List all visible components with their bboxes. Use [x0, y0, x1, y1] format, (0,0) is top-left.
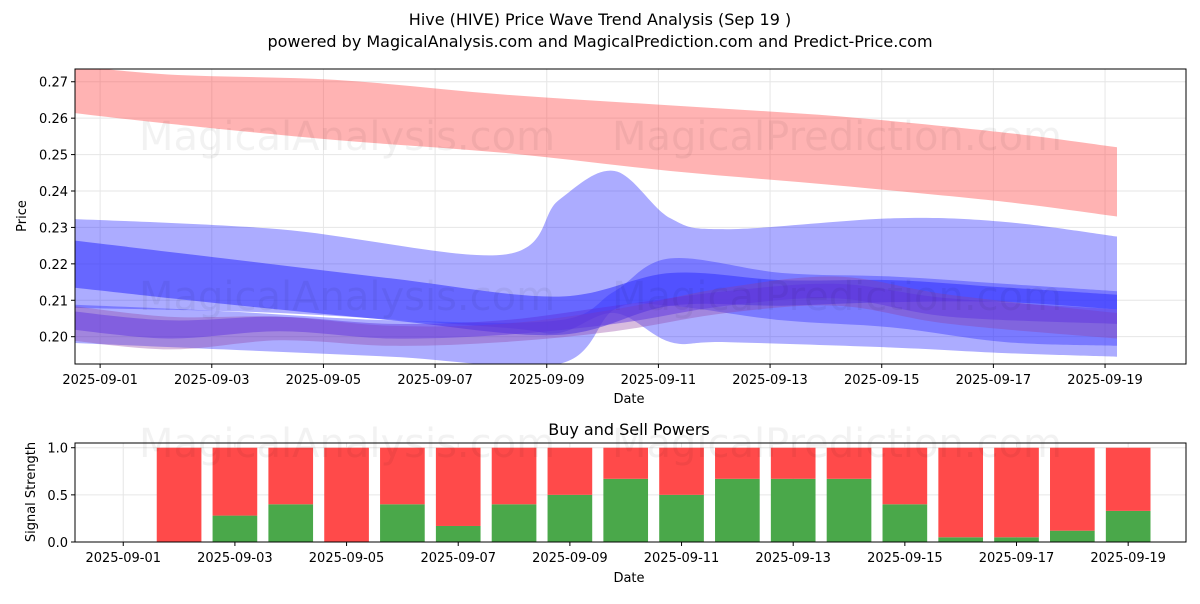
price-band-3 [75, 240, 1117, 336]
powers-x-tick-label: 2025-09-07 [420, 551, 496, 566]
powers-y-tick-label: 0.0 [47, 536, 68, 551]
powers-x-tick-label: 2025-09-03 [197, 551, 273, 566]
sell-bar [547, 447, 593, 495]
price-y-tick-label: 0.25 [39, 149, 68, 164]
powers-x-tick-label: 2025-09-05 [309, 551, 385, 566]
powers-x-tick-label: 2025-09-09 [532, 551, 608, 566]
chart-title: Hive (HIVE) Price Wave Trend Analysis (S… [409, 10, 791, 29]
sell-bar [770, 447, 816, 479]
buy-bar [491, 504, 537, 542]
price-band-5 [75, 283, 1117, 339]
powers-axes-frame [74, 442, 1187, 543]
price-watermarks: MagicalAnalysis.com MagicalPrediction.co… [139, 114, 1062, 320]
sell-bar [826, 447, 872, 479]
sell-bar [603, 447, 649, 479]
powers-watermarks: MagicalAnalysis.com MagicalPrediction.co… [139, 421, 1062, 467]
sell-bar [715, 447, 760, 479]
price-x-label: Date [613, 392, 644, 407]
price-y-ticks: 0.20 0.21 0.22 0.23 0.24 0.25 0.26 0.27 [39, 76, 75, 346]
buy-bar [435, 525, 481, 542]
watermark-prediction-mid: MagicalPrediction.com [612, 274, 1062, 320]
watermark-prediction-top: MagicalPrediction.com [612, 114, 1062, 160]
powers-panel: Buy and Sell Powers MagicalAnalysis.com … [24, 420, 1187, 586]
watermark-prediction-bottom: MagicalPrediction.com [612, 421, 1062, 467]
buy-bar [1105, 510, 1151, 542]
price-x-tick-label: 2025-09-03 [174, 373, 250, 388]
price-axes-frame [74, 68, 1187, 365]
powers-y-label: Signal Strength [24, 442, 39, 542]
powers-x-tick-label: 2025-09-13 [755, 551, 831, 566]
powers-x-tick-label: 2025-09-19 [1090, 551, 1166, 566]
buy-bar [268, 504, 314, 542]
powers-x-tick-label: 2025-09-01 [85, 551, 161, 566]
chart-subtitle: powered by MagicalAnalysis.com and Magic… [267, 32, 932, 51]
price-y-tick-label: 0.26 [39, 112, 68, 127]
powers-x-tick-label: 2025-09-15 [867, 551, 943, 566]
buy-bar [1050, 530, 1095, 542]
buy-bar [715, 478, 760, 542]
buy-bar [380, 504, 425, 542]
sell-bar [938, 447, 984, 538]
price-y-label: Price [15, 200, 30, 232]
sell-bar [659, 447, 704, 495]
price-x-tick-label: 2025-09-01 [62, 373, 138, 388]
sell-bar [1105, 447, 1151, 511]
buy-bar [882, 504, 928, 542]
buy-bar [603, 478, 649, 542]
sell-bar [380, 447, 425, 505]
buy-bar [826, 478, 872, 542]
buy-bar [659, 494, 704, 542]
powers-title: Buy and Sell Powers [548, 420, 710, 439]
price-x-tick-label: 2025-09-09 [509, 373, 585, 388]
watermark-analysis-top: MagicalAnalysis.com [139, 114, 555, 160]
price-x-tick-label: 2025-09-11 [621, 373, 697, 388]
price-band-0 [75, 69, 1117, 217]
sell-bar [156, 447, 202, 542]
powers-x-ticks: 2025-09-01 2025-09-03 2025-09-05 2025-09-07… [85, 542, 1166, 566]
powers-y-ticks: 0.0 0.5 1.0 [47, 442, 75, 551]
powers-x-tick-label: 2025-09-17 [979, 551, 1055, 566]
watermark-analysis-bottom: MagicalAnalysis.com [139, 421, 555, 467]
price-x-tick-label: 2025-09-07 [397, 373, 473, 388]
powers-x-label: Date [613, 571, 644, 586]
watermark-analysis-mid: MagicalAnalysis.com [139, 274, 555, 320]
price-x-tick-label: 2025-09-15 [844, 373, 920, 388]
price-y-tick-label: 0.20 [39, 331, 68, 346]
sell-bar [882, 447, 928, 505]
sell-bar [491, 447, 537, 505]
buy-bar [212, 515, 258, 542]
powers-y-tick-label: 1.0 [47, 442, 68, 457]
price-x-tick-label: 2025-09-19 [1067, 373, 1143, 388]
sell-bar [994, 447, 1039, 538]
price-panel: MagicalAnalysis.com MagicalPrediction.co… [15, 68, 1187, 407]
powers-x-tick-label: 2025-09-11 [644, 551, 720, 566]
buy-bar [770, 478, 816, 542]
buy-bar [547, 494, 593, 542]
buy-bar [938, 537, 984, 542]
price-y-tick-label: 0.24 [39, 185, 68, 200]
price-y-tick-label: 0.23 [39, 221, 68, 236]
buy-bar [994, 537, 1039, 542]
sell-bar [1050, 447, 1095, 531]
powers-bars [156, 447, 1151, 542]
sell-bar [435, 447, 481, 526]
sell-bar [212, 447, 258, 516]
price-x-tick-label: 2025-09-13 [732, 373, 808, 388]
price-y-tick-label: 0.22 [39, 258, 68, 273]
powers-y-tick-label: 0.5 [47, 489, 68, 504]
price-band-4 [75, 276, 1117, 350]
price-y-tick-label: 0.21 [39, 294, 68, 309]
price-bands [75, 69, 1117, 364]
sell-bar [324, 447, 369, 542]
price-x-ticks: 2025-09-01 2025-09-03 2025-09-05 2025-09-07… [62, 364, 1143, 388]
sell-bar [268, 447, 314, 505]
price-x-tick-label: 2025-09-05 [286, 373, 362, 388]
price-x-tick-label: 2025-09-17 [956, 373, 1032, 388]
price-y-tick-label: 0.27 [39, 76, 68, 91]
